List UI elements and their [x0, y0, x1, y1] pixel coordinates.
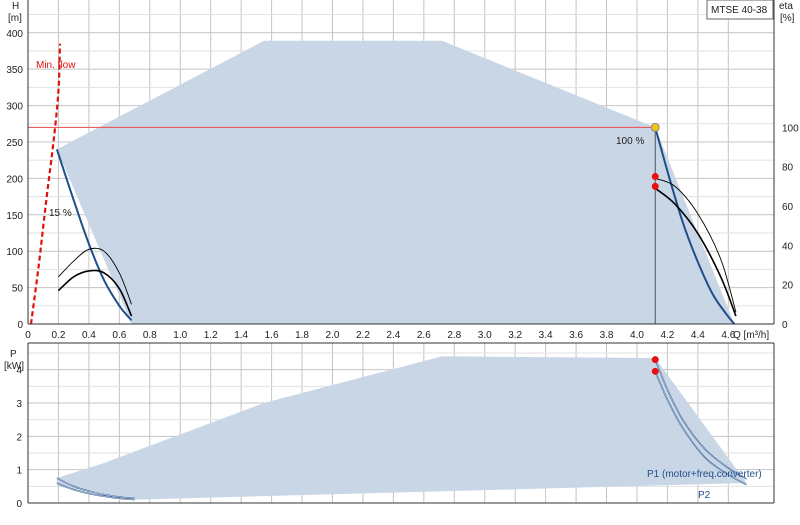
power-line-highlight	[56, 482, 135, 500]
x-tick-label: 0.8	[143, 330, 157, 341]
efficiency-point-marker	[651, 182, 659, 190]
markers	[650, 122, 660, 375]
flow-axis-label: Q [m³/h]	[733, 330, 769, 341]
power-line-highlight	[56, 477, 135, 499]
power-tick-label: 2	[16, 432, 22, 443]
x-tick-label: 4.4	[691, 330, 705, 341]
head-tick-label: 0	[17, 320, 23, 331]
x-tick-label: 1.0	[173, 330, 187, 341]
x-tick-label: 3.4	[539, 330, 553, 341]
x-tick-label: 2.8	[447, 330, 461, 341]
efficiency-point-marker	[651, 173, 659, 181]
head-tick-label: 200	[6, 174, 23, 185]
power-curves	[56, 359, 747, 501]
eta-low-outer-line	[58, 247, 132, 305]
model-box	[706, 0, 774, 20]
power-tick-label: 0	[16, 499, 22, 510]
eta-low-inner-line	[57, 269, 133, 317]
x-tick-label: 0.2	[51, 330, 65, 341]
power-tick-label: 3	[16, 399, 22, 410]
x-tick-label: 3.2	[508, 330, 522, 341]
head-tick-label: 350	[6, 65, 23, 76]
operating-envelope-power	[56, 356, 747, 500]
head-curves	[28, 43, 737, 325]
x-tick-label: 2.6	[417, 330, 431, 341]
head-tick-label: 100	[6, 247, 23, 258]
x-tick-label: 1.2	[204, 330, 218, 341]
power-axes: 0 1 2 3 4	[16, 342, 775, 510]
x-tick-label: 0.6	[112, 330, 126, 341]
power-axis-label: P	[10, 349, 17, 360]
min-speed-curve-line	[55, 148, 133, 322]
eta-axis-unit: [%]	[780, 13, 795, 24]
eta-tick-label: 0	[782, 320, 788, 331]
head-tick-label: 150	[6, 211, 23, 222]
head-axes: 0 0.2 0.4 0.6 0.8 1.0 1.2 1.4 1.6 1.8 2.0 2.2 2.4 2.6…	[6, 0, 799, 341]
eta-tick-label: 60	[782, 202, 794, 213]
p1-series-label: P1 (motor+freq.converter)	[647, 469, 762, 480]
power-point-marker	[651, 367, 659, 375]
x-tick-label: 4.0	[630, 330, 644, 341]
x-tick-label: 2.0	[326, 330, 340, 341]
power-tick-label: 4	[16, 366, 22, 377]
x-tick-label: 4.6	[721, 330, 735, 341]
power-line-highlight	[654, 359, 747, 480]
head-tick-label: 250	[6, 138, 23, 149]
x-tick-label: 1.8	[295, 330, 309, 341]
eta-tick-label: 100	[782, 123, 799, 134]
eta-high-outer-line	[655, 178, 737, 313]
eta-tick-label: 20	[782, 281, 794, 292]
eta-axis-label: eta	[779, 1, 793, 12]
x-tick-label: 3.6	[569, 330, 583, 341]
pct-100-label: 100 %	[616, 136, 644, 147]
power-tick-label: 1	[16, 466, 22, 477]
operating-envelope-head	[56, 40, 735, 325]
x-tick-label: 1.6	[265, 330, 279, 341]
head-tick-label: 50	[12, 284, 24, 295]
x-tick-label: 0	[25, 330, 31, 341]
max-speed-curve-line	[654, 127, 736, 325]
head-axis-unit: [m]	[8, 13, 22, 24]
model-name: MTSE 40-38	[711, 5, 768, 16]
x-tick-label: 3.8	[600, 330, 614, 341]
power-point-marker	[651, 356, 659, 364]
min-flow-line	[29, 43, 62, 325]
x-tick-label: 2.4	[386, 330, 400, 341]
head-axis-label: H	[12, 1, 19, 12]
x-tick-label: 1.4	[234, 330, 248, 341]
eta-tick-label: 80	[782, 163, 794, 174]
duty-point-marker	[650, 122, 660, 132]
x-tick-label: 0.4	[82, 330, 96, 341]
min-flow-label: Min. flow	[36, 60, 76, 71]
head-tick-label: 300	[6, 102, 23, 113]
power-axis-unit: [kW]	[4, 361, 24, 372]
x-tick-label: 2.2	[356, 330, 370, 341]
eta-high-inner-line	[654, 187, 737, 317]
eta-tick-label: 40	[782, 241, 794, 252]
p2-series-label: P2	[698, 490, 711, 501]
power-line-highlight	[654, 371, 747, 485]
pct-15-label: 15 %	[49, 208, 72, 219]
x-tick-label: 3.0	[478, 330, 492, 341]
head-tick-label: 400	[6, 29, 23, 40]
x-tick-label: 4.2	[660, 330, 674, 341]
